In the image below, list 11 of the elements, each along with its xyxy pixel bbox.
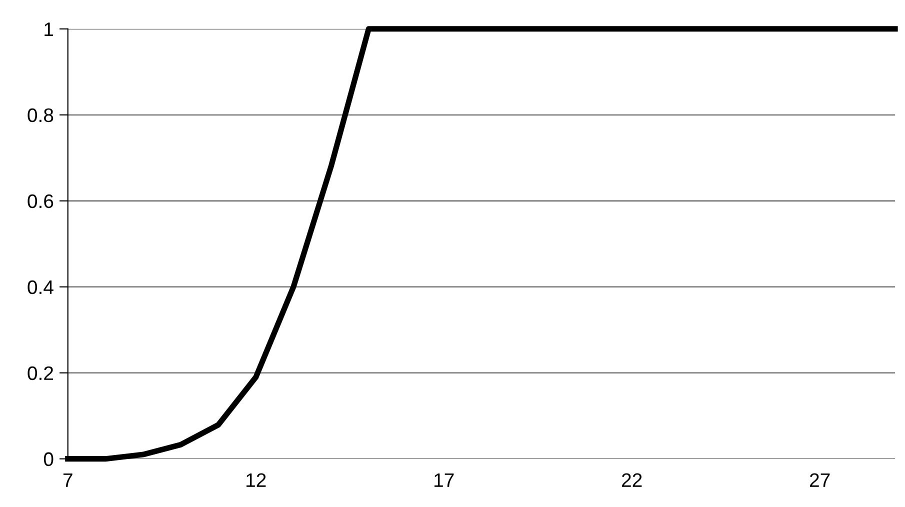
x-tick-label: 17 <box>434 473 454 487</box>
y-tick-label: 0.8 <box>28 108 54 122</box>
x-tick-label: 7 <box>63 473 72 487</box>
x-tick-label: 27 <box>810 473 830 487</box>
x-tick-label: 12 <box>246 473 266 487</box>
y-tick-label: 0 <box>44 452 54 466</box>
x-tick-label: 22 <box>622 473 642 487</box>
y-tick-label: 0.2 <box>28 366 54 380</box>
y-tick-label: 0.4 <box>28 280 54 294</box>
y-tick-label: 1 <box>44 22 54 36</box>
y-tick-label: 0.6 <box>28 194 54 208</box>
